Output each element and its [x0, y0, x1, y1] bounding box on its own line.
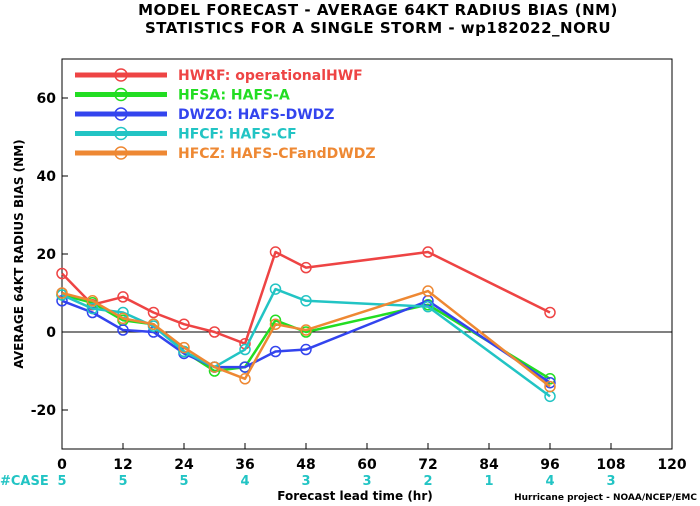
plot-area — [61, 58, 673, 450]
x-tick-label: 36 — [235, 457, 254, 473]
x-tick-label: 96 — [540, 457, 559, 473]
data-point — [300, 295, 312, 307]
legend-entry: HFCZ: HAFS-CFandDWDZ — [75, 146, 375, 162]
y-axis-label: AVERAGE 64KT RADIUS BIAS (NM) — [12, 139, 26, 368]
chart-title: MODEL FORECAST - AVERAGE 64KT RADIUS BIA… — [138, 1, 618, 19]
x-tick-label: 108 — [596, 457, 625, 473]
legend-label: HFCZ: HAFS-CFandDWDZ — [178, 146, 375, 162]
series-line — [61, 250, 551, 345]
x-tick-label: 72 — [418, 457, 437, 473]
data-point — [56, 287, 68, 299]
y-tick-label: -20 — [31, 403, 57, 419]
x-tick-label: 60 — [357, 457, 377, 473]
legend-marker — [114, 107, 128, 121]
x-tick-label: 24 — [174, 457, 194, 473]
data-point — [178, 318, 190, 330]
data-point — [56, 267, 68, 280]
data-point — [117, 291, 129, 303]
x-tick-label: 84 — [479, 457, 499, 473]
case-count: 3 — [301, 474, 310, 489]
data-point — [544, 306, 556, 319]
case-count: 5 — [57, 474, 66, 489]
data-point — [269, 283, 282, 295]
data-point — [269, 246, 282, 258]
data-point — [86, 302, 99, 315]
chart-subtitle: STATISTICS FOR A SINGLE STORM - wp182022… — [145, 19, 611, 37]
legend: HWRF: operationalHWF HFSA: HAFS-A DWZO: HA… — [75, 68, 375, 162]
case-count: 5 — [118, 474, 127, 489]
data-point — [147, 306, 160, 319]
case-count: 4 — [545, 474, 554, 489]
case-count: 1 — [484, 474, 493, 489]
data-point — [300, 261, 312, 274]
x-tick-label: 0 — [57, 457, 67, 473]
data-point — [269, 318, 282, 330]
series-line — [61, 293, 551, 380]
data-point — [300, 343, 312, 356]
series-0 — [56, 246, 556, 350]
legend-label: DWZO: HAFS-DWDZ — [178, 107, 334, 123]
data-point — [422, 300, 434, 313]
data-point — [208, 361, 221, 373]
data-point — [422, 246, 434, 258]
data-point — [544, 380, 556, 393]
series-line — [61, 289, 551, 388]
x-tick-label: 120 — [657, 457, 686, 473]
legend-marker — [114, 87, 128, 102]
case-count: 5 — [179, 474, 188, 489]
legend-entry: HFSA: HAFS-A — [75, 88, 290, 104]
case-count: 3 — [606, 474, 615, 489]
case-row: #CASE 5 5 5 4 3 3 2 1 4 3 — [0, 474, 616, 489]
data-point — [117, 312, 129, 325]
legend-entry: DWZO: HAFS-DWDZ — [75, 107, 334, 123]
case-label: #CASE — [0, 474, 49, 489]
legend-label: HWRF: operationalHWF — [178, 68, 363, 84]
y-tick-label: 60 — [37, 91, 57, 107]
data-point — [178, 341, 190, 354]
data-point — [300, 324, 312, 336]
data-point — [239, 373, 251, 385]
legend-marker — [114, 126, 128, 141]
data-point — [208, 326, 221, 338]
data-point — [239, 361, 251, 373]
credit-text: Hurricane project - NOAA/NCEP/EMC — [514, 493, 697, 503]
data-point — [86, 295, 99, 307]
case-count: 4 — [240, 474, 249, 489]
x-axis-label: Forecast lead time (hr) — [277, 489, 433, 503]
legend-label: HFSA: HAFS-A — [178, 88, 290, 104]
case-count: 3 — [362, 474, 371, 489]
legend-marker — [114, 68, 128, 82]
data-point — [422, 285, 434, 297]
x-tick-label: 48 — [296, 457, 315, 473]
axis-ticks: 0 12 24 36 48 60 72 84 96 108 120 -20 0 20 40 60 — [31, 91, 687, 473]
legend-entry: HFCF: HAFS-CF — [75, 127, 297, 143]
series-group — [56, 246, 556, 403]
legend-marker — [114, 146, 128, 160]
data-point — [269, 345, 282, 358]
case-count: 2 — [423, 474, 432, 489]
data-point — [147, 318, 160, 330]
legend-entry: HWRF: operationalHWF — [75, 68, 363, 84]
x-tick-label: 12 — [113, 457, 132, 473]
y-tick-label: 40 — [37, 169, 57, 185]
data-point — [117, 324, 129, 336]
legend-label: HFCF: HAFS-CF — [178, 127, 297, 143]
data-point — [239, 343, 251, 356]
y-tick-label: 0 — [46, 325, 56, 341]
y-tick-label: 20 — [37, 247, 57, 263]
series-4 — [56, 285, 556, 393]
